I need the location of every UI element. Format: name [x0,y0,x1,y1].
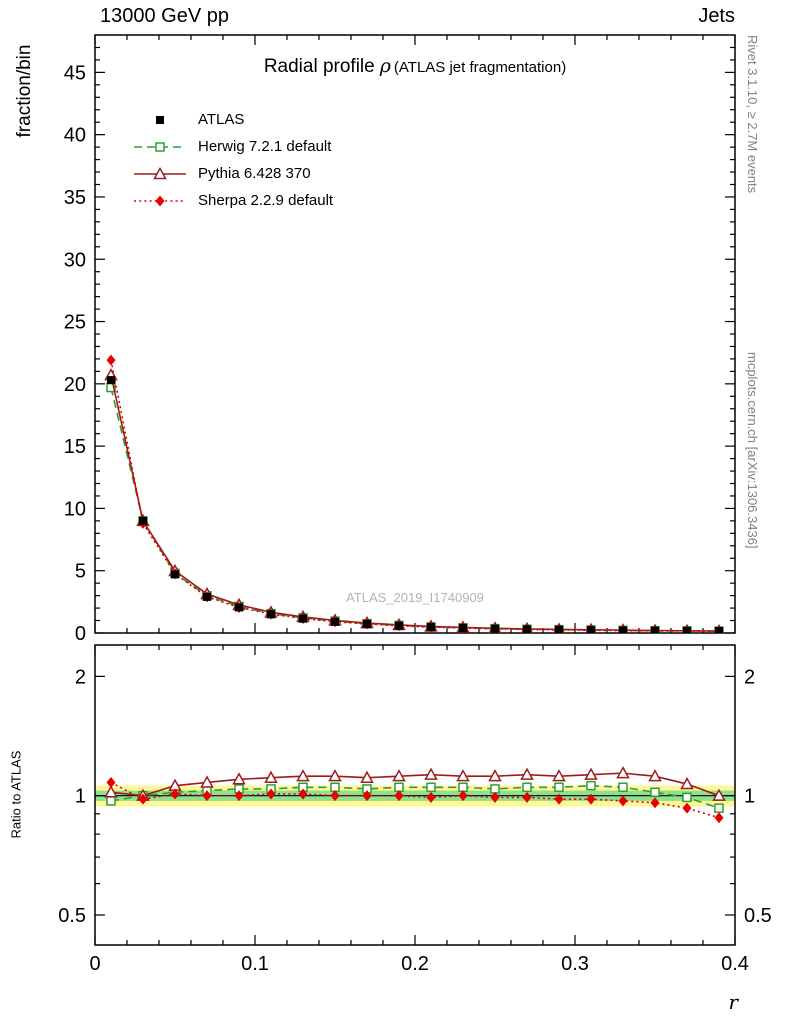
svg-text:45: 45 [64,62,86,84]
svg-text:25: 25 [64,312,86,334]
rivet-version-note: Rivet 3.1.10, ≥ 2.7M events [745,35,760,194]
svg-text:1: 1 [75,786,86,808]
svg-text:0: 0 [75,623,86,645]
svg-text:0.1: 0.1 [241,953,269,975]
mcplots-citation-note: mcplots.cern.ch [arXiv:1306.3436] [745,352,760,549]
series-pythia [104,766,726,801]
ratio-axis-label: Ratio to ATLAS [8,750,24,839]
svg-text:35: 35 [64,187,86,209]
plot-title: Radial profile ρ (ATLAS jet fragmentation) [264,55,566,78]
series-atlas [107,376,723,633]
legend-marker-pythia [134,166,186,179]
x-axis-label: r [728,990,738,1014]
legend: ATLAS Herwig 7.2.1 default Pythia 6.428 … [132,106,333,214]
svg-text:0.3: 0.3 [561,953,589,975]
plot-title-paren: (ATLAS jet fragmentation) [393,59,567,76]
svg-text:15: 15 [64,436,86,458]
legend-marker-herwig [134,141,186,152]
svg-text:0: 0 [89,953,100,975]
legend-label: Herwig 7.2.1 default [198,138,332,155]
axis-ticks [94,35,736,945]
legend-marker-atlas [156,115,164,124]
svg-text:2: 2 [75,666,86,688]
legend-label: Pythia 6.428 370 [198,165,311,182]
legend-label: ATLAS [198,111,245,128]
analysis-group-label: Jets [698,5,735,27]
legend-item-pythia: Pythia 6.428 370 [132,160,333,187]
svg-text:0.2: 0.2 [401,953,429,975]
svg-text:5: 5 [75,561,86,583]
series-sherpa [106,776,724,824]
legend-item-atlas: ATLAS [132,106,333,133]
svg-text:0.5: 0.5 [58,905,86,927]
svg-text:10: 10 [64,498,86,520]
svg-text:1: 1 [744,786,755,808]
svg-text:40: 40 [64,125,86,147]
svg-text:0.4: 0.4 [721,953,749,975]
legend-label: Sherpa 2.2.9 default [198,192,334,209]
y-axis-label: fraction/bin [14,44,35,138]
svg-text:30: 30 [64,249,86,271]
legend-marker-sherpa [134,195,186,206]
analysis-id-watermark: ATLAS_2019_I1740909 [346,590,484,605]
beam-energy-label: 13000 GeV pp [100,5,229,27]
plot-title-symbol: ρ [379,55,391,77]
svg-text:20: 20 [64,374,86,396]
plot-title-main: Radial profile [263,56,375,77]
legend-item-sherpa: Sherpa 2.2.9 default [132,187,333,214]
legend-item-herwig: Herwig 7.2.1 default [132,133,333,160]
svg-text:2: 2 [744,666,755,688]
svg-text:0.5: 0.5 [744,905,772,927]
